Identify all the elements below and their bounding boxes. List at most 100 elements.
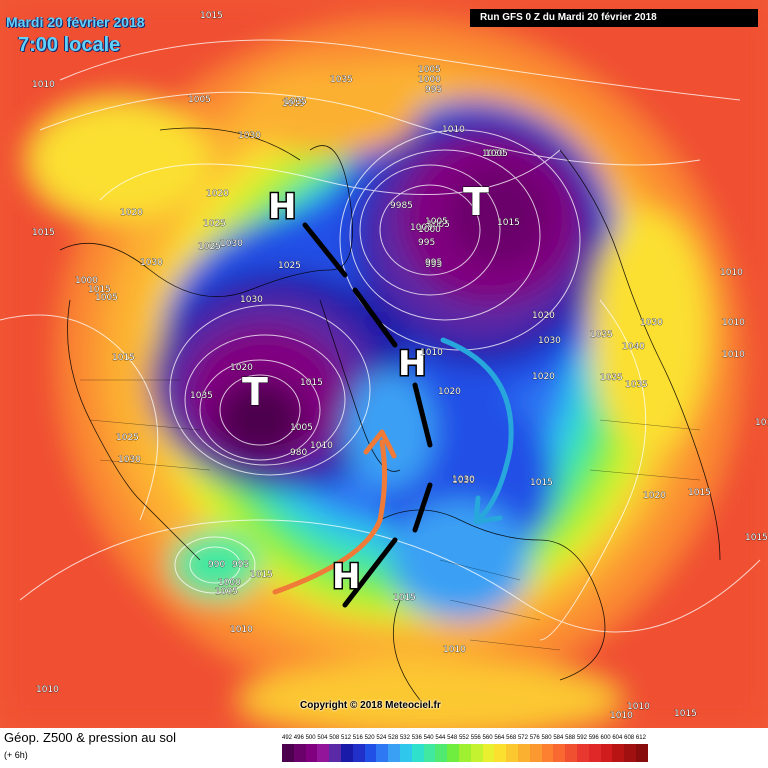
isobar-lines [0,39,761,641]
legend-swatch [482,744,495,762]
isobar-label: 1010 [36,685,59,695]
legend-cell: 592 [576,732,589,762]
low-pressure-symbol: T [242,370,268,414]
isobar-label: 1035 [625,380,648,390]
country-borders [80,379,701,651]
isobar-label: 1015 [200,11,223,21]
isobar-label: 1005 [418,65,441,75]
isobar-label: 1015 [88,285,111,295]
legend-cell: 548 [447,732,459,762]
isobar-label: 1005 [427,220,450,230]
isobar-label: 1035 [590,330,613,340]
legend-value: 588 [565,735,576,741]
isobar-label: 1000 [418,75,441,85]
legend-cell: 492 [282,732,294,762]
legend-swatch [635,744,648,762]
isobar-label: 1010 [610,711,633,721]
geopotential-field [0,0,768,728]
legend-swatch [435,744,448,762]
legend-swatch [293,744,306,762]
legend-value: 568 [506,735,517,741]
legend-swatch [399,744,412,762]
copyright: Copyright © 2018 Meteociel.fr [300,700,441,711]
isobar-label: 1030 [452,475,475,485]
isobar-label: 1000 [410,223,433,233]
legend-cell: 552 [458,732,471,762]
legend-value: 500 [305,735,316,741]
ridge-axis-segment [302,222,348,278]
isobar-label: 1015 [282,99,305,109]
legend-value: 508 [329,735,340,741]
legend-swatch [529,744,542,762]
legend-cell: 588 [565,732,577,762]
legend-value: 600 [600,735,611,741]
isobar-label: 1030 [118,455,141,465]
forecast-step: (+ 6h) [4,750,28,760]
high-pressure-symbol: H [398,344,426,384]
isobar-label: 995 [425,85,442,95]
isobar-label: 1020 [120,208,143,218]
isobar-label: 1015 [497,218,520,228]
map-title: Géop. Z500 & pression au sol [4,730,176,745]
isobar-label: 9985 [390,201,413,211]
legend-swatch [352,744,365,762]
isobar-label: 1030 [538,336,561,346]
legend-swatch [517,744,530,762]
isobar-label: 1035 [600,373,623,383]
isobar-label: 1025 [116,433,139,443]
isobar-label: 1000 [75,276,98,286]
legend-cell: 612 [635,732,648,762]
isobar-label: 1010 [32,80,55,90]
isobar-label: 1015 [674,709,697,719]
legend-cell: 496 [293,732,306,762]
high-pressure-symbol: H [268,187,296,227]
isobar-label: 1005 [215,587,238,597]
isobar-label: 1030 [240,295,263,305]
isobar-label: 1020 [230,363,253,373]
isobar-label: 995 [232,560,249,570]
legend-cell: 512 [340,732,353,762]
legend-value: 608 [624,735,635,741]
isobar-label: 1015 [530,478,553,488]
isobar-label: 1010 [722,318,745,328]
legend-cell: 508 [329,732,341,762]
model-run-label: Run GFS 0 Z du Mardi 20 février 2018 [470,9,758,27]
isobar-label: 1030 [640,318,663,328]
cold-advection-arrow [440,337,514,523]
legend-cell: 608 [624,732,636,762]
isobar-label: 1015 [32,228,55,238]
warm-advection-arrow [272,439,388,595]
legend-value: 544 [435,735,446,741]
legend-cell: 580 [541,732,554,762]
isobar-label: 1035 [190,391,213,401]
isobar-label: 990 [208,560,225,570]
legend-cell: 604 [612,732,625,762]
isobar-label: 1035 [284,97,307,107]
weather-map: H H H T T 1015 1005 1000 995 1010 1005 1015 103… [0,0,768,728]
isobar-label: 1020 [643,491,666,501]
isobar-label: 995 [425,258,442,268]
legend-swatch [447,744,459,762]
isobar-label: 1000 [418,225,441,235]
legend-swatch [553,744,566,762]
isobar-label: 1025 [278,261,301,271]
legend-cell: 600 [600,732,613,762]
isobar-label: 1030 [140,258,163,268]
isobar-label: 1015 [112,353,135,363]
legend-swatch [317,744,330,762]
legend-cell: 572 [517,732,530,762]
legend-cell: 556 [470,732,483,762]
isobar-label: 1020 [532,311,555,321]
isobar-label: 1015 [250,570,273,580]
legend-cell: 528 [388,732,400,762]
legend-value: 492 [282,735,293,741]
isobar-label: 1005 [95,293,118,303]
legend-cell: 560 [482,732,495,762]
legend-cell: 520 [364,732,377,762]
legend-cell: 596 [588,732,601,762]
legend-value: 584 [553,735,564,741]
footer: Géop. Z500 & pression au sol (+ 6h) 492 4… [0,728,768,768]
legend-swatch [612,744,625,762]
isobar-label: 1030 [482,149,505,159]
